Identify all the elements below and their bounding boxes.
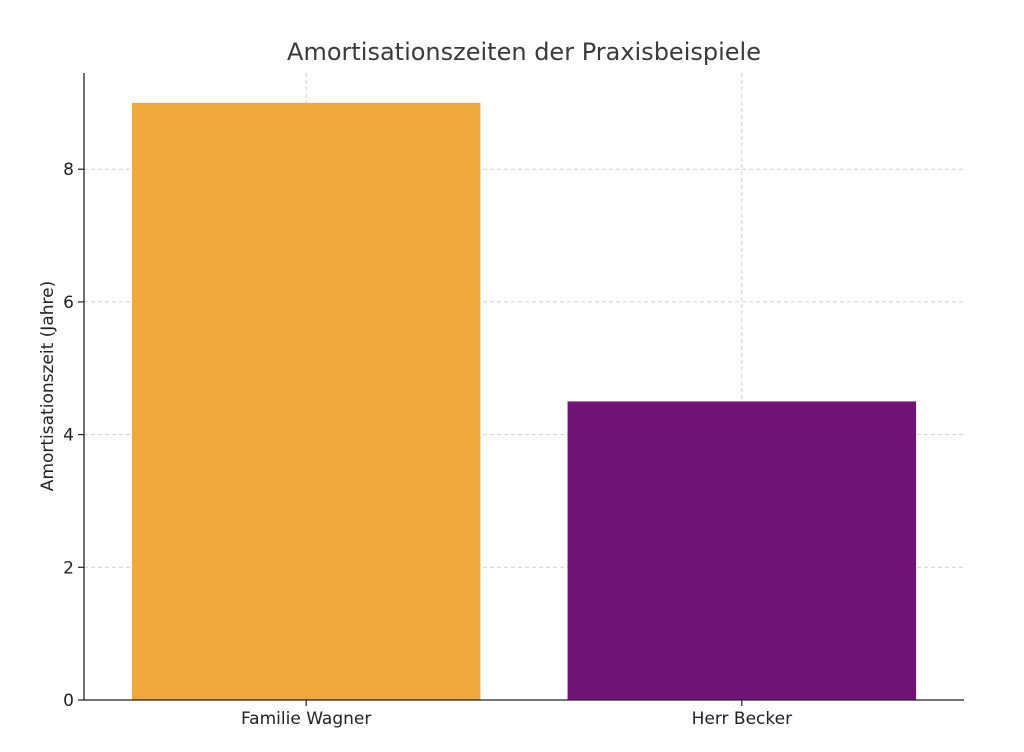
chart-title: Amortisationszeiten der Praxisbeispiele (287, 38, 761, 66)
bar (131, 102, 481, 701)
y-axis-label: Amortisationszeit (Jahre) (38, 281, 58, 491)
y-tick-label: 6 (63, 293, 74, 313)
tick-labels: 0 2 4 6 8 Familie Wagner Herr Becker (63, 160, 792, 729)
y-tick-label: 4 (63, 426, 74, 446)
bar (567, 401, 917, 700)
x-tick-label: Familie Wagner (241, 709, 371, 729)
y-tick-label: 0 (63, 691, 74, 711)
bars (131, 102, 917, 701)
x-tick-label: Herr Becker (692, 709, 792, 729)
axes (83, 73, 964, 701)
y-tick-label: 8 (63, 160, 74, 180)
y-tick-label: 2 (63, 558, 74, 578)
